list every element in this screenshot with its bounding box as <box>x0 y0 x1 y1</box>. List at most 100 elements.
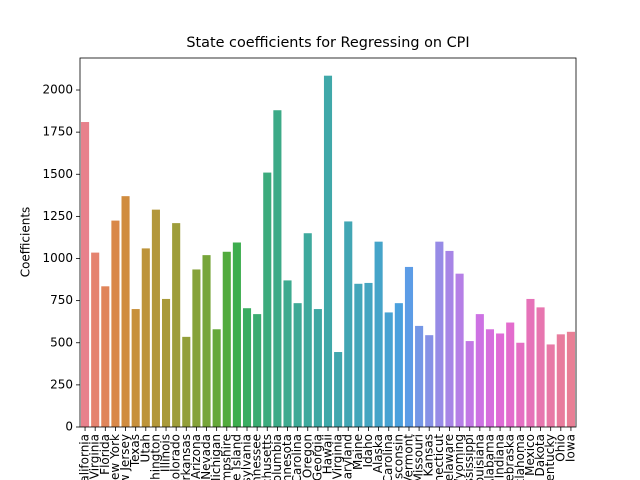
bar <box>425 335 434 427</box>
x-tick-label: Pennsylvania <box>240 434 254 480</box>
plot-frame <box>79 57 577 428</box>
y-axis-label: Coefficients <box>19 207 33 278</box>
bar <box>496 333 505 427</box>
x-tick-label: Maryland <box>341 434 355 480</box>
bar <box>182 336 191 427</box>
y-tick-label: 0 <box>65 420 73 434</box>
bar <box>232 242 241 427</box>
bar <box>111 220 120 427</box>
bar <box>556 334 565 427</box>
bar <box>344 221 353 427</box>
bar <box>384 312 393 427</box>
bar <box>475 314 484 427</box>
x-tick-label: Kentucky <box>543 434 557 480</box>
x-tick-label: Iowa <box>563 434 577 462</box>
bar <box>536 307 545 427</box>
y-tick-label: 2000 <box>42 83 73 97</box>
x-tick-label: Tennessee <box>250 434 264 480</box>
bar <box>516 342 525 427</box>
bar <box>253 314 262 427</box>
x-tick-label: Ohio <box>553 434 567 462</box>
bar <box>91 252 100 427</box>
y-tick-label: 1250 <box>42 209 73 223</box>
bar <box>202 255 211 427</box>
bar <box>293 303 302 427</box>
bar <box>546 344 555 427</box>
x-tick-label: Virginia <box>88 434 102 479</box>
x-tick-label: Wyoming <box>452 434 466 480</box>
x-tick-label: Texas <box>128 434 142 468</box>
x-tick-label: Utah <box>138 434 152 462</box>
x-tick-label: Missouri <box>412 434 426 480</box>
bar <box>526 298 535 427</box>
x-tick-label: Indiana <box>493 434 507 478</box>
bar <box>566 331 575 427</box>
bar <box>101 286 110 427</box>
y-tick-label: 1750 <box>42 125 73 139</box>
x-tick-label: New Mexico <box>523 434 537 480</box>
x-tick-label: Nevada <box>199 434 213 480</box>
x-tick-label: Vermont <box>401 434 415 480</box>
bar <box>151 209 160 427</box>
x-tick-label: Colorado <box>169 434 183 480</box>
x-tick-label: Connecticut <box>432 434 446 480</box>
x-tick-label: Oklahoma <box>513 434 527 480</box>
bar <box>465 341 474 427</box>
bar <box>435 241 444 427</box>
bar <box>364 282 373 427</box>
bar <box>121 196 130 427</box>
x-tick-label: Kansas <box>422 434 436 476</box>
bar <box>222 251 231 427</box>
y-tick-label: 500 <box>50 335 73 349</box>
x-tick-label: Delaware <box>442 434 456 480</box>
x-tick-label: Illinois <box>159 434 173 472</box>
x-tick-label: Florida <box>98 434 112 475</box>
bar <box>394 303 403 427</box>
x-tick-label: Alabama <box>482 434 496 480</box>
bar <box>263 172 272 427</box>
x-tick-label: Arizona <box>189 434 203 479</box>
bar <box>172 223 181 427</box>
x-tick-label: West Virginia <box>331 434 345 480</box>
bar <box>506 322 515 427</box>
x-tick-label: Nebraska <box>503 434 517 480</box>
bar <box>374 241 383 427</box>
bar <box>404 266 414 427</box>
x-tick-label: Michigan <box>209 434 223 480</box>
x-tick-label: Hawaii <box>321 434 335 474</box>
x-tick-label: Louisiana <box>472 434 486 480</box>
x-tick-label: Alaska <box>371 434 385 473</box>
x-tick-label: Idaho <box>361 434 375 467</box>
x-tick-label: North Dakota <box>533 434 547 480</box>
y-tick-label: 750 <box>50 293 73 307</box>
x-tick-label: New Jersey <box>118 434 132 480</box>
x-tick-label: Maine <box>351 434 365 470</box>
x-tick-label: New York <box>108 434 122 480</box>
bar <box>485 329 495 427</box>
bar <box>283 280 292 427</box>
chart-title: State coefficients for Regressing on CPI <box>186 35 469 51</box>
bar <box>445 250 454 427</box>
bar <box>323 75 333 428</box>
bar <box>313 309 322 427</box>
y-tick-label: 1500 <box>42 167 73 181</box>
x-tick-label: California <box>78 434 92 480</box>
bar <box>131 309 140 427</box>
bar <box>141 248 150 427</box>
x-tick-label: Massachusetts <box>260 434 274 480</box>
bar <box>334 352 343 427</box>
x-tick-label: Washington <box>148 434 162 480</box>
bar <box>415 325 424 427</box>
bar <box>192 269 201 427</box>
bar <box>161 298 171 427</box>
x-tick-label: Oregon <box>300 434 314 478</box>
x-tick-label: North Carolina <box>290 434 304 480</box>
x-tick-label: South Carolina <box>381 434 395 480</box>
bar <box>354 283 363 427</box>
x-tick-label: Georgia <box>310 434 324 480</box>
x-tick-label: Wisconsin <box>391 434 405 480</box>
bar <box>303 233 312 427</box>
bar <box>455 273 464 427</box>
